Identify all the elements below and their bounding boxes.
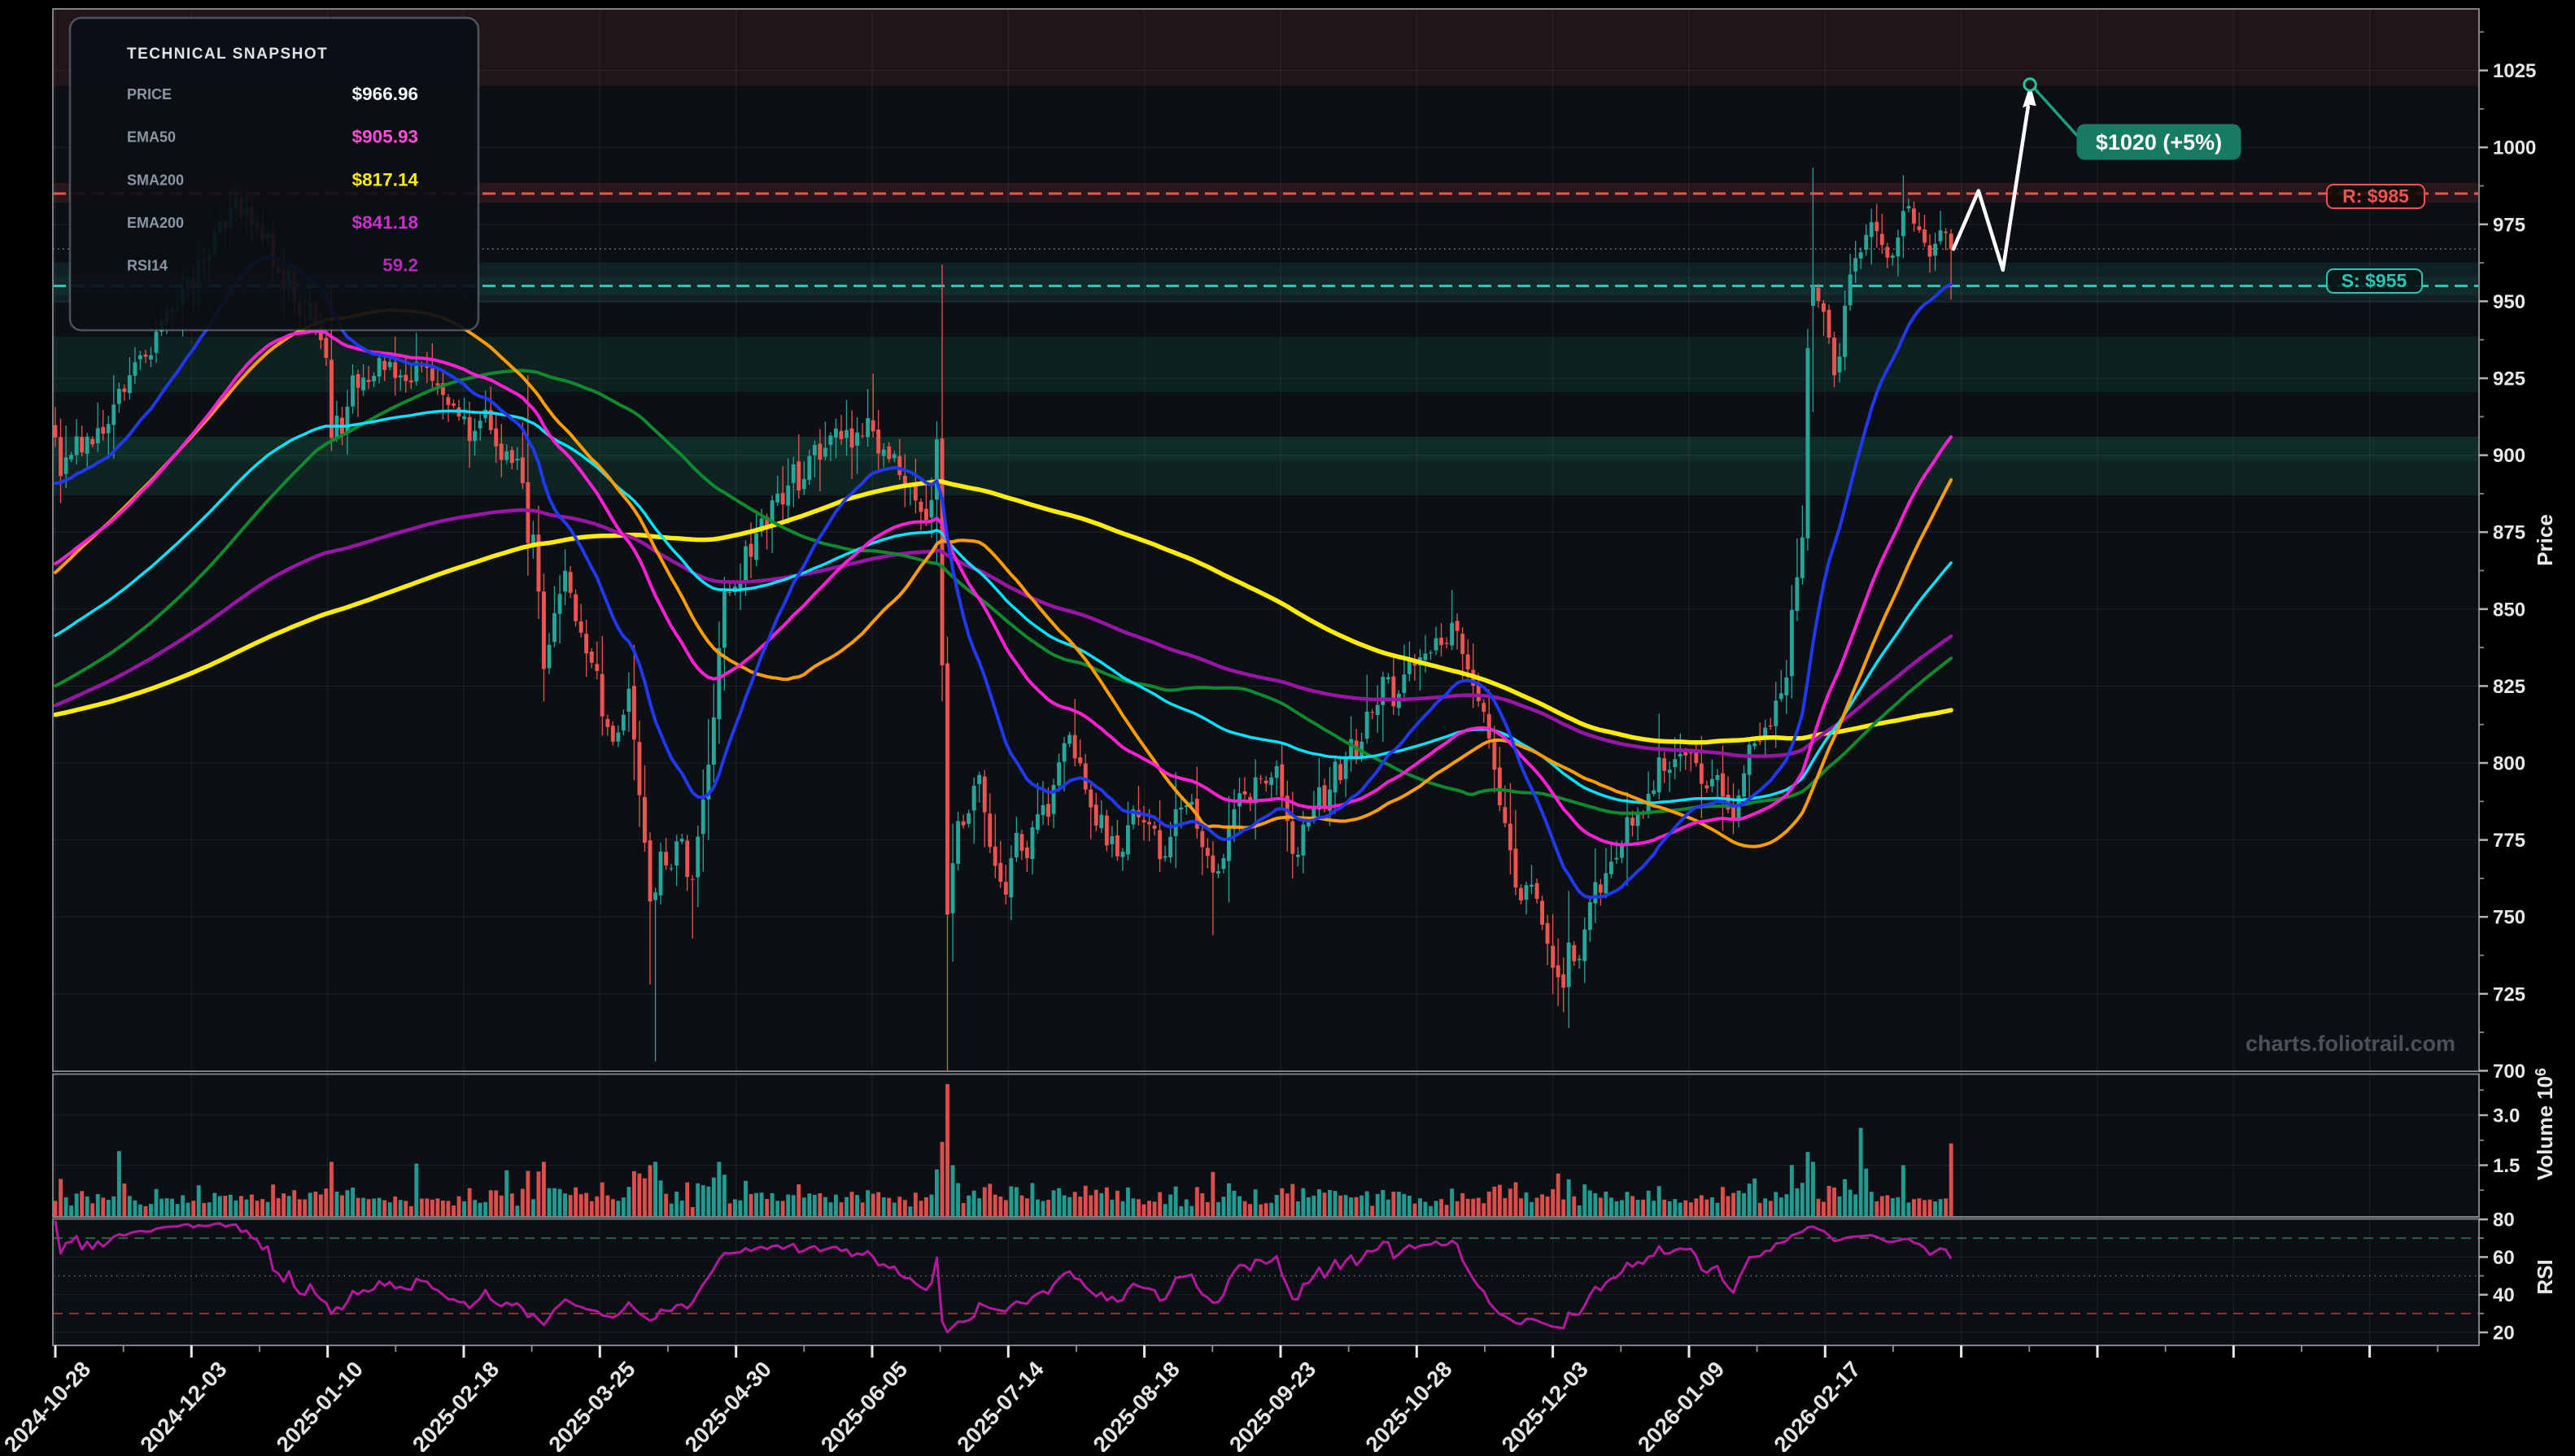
svg-text:charts.foliotrail.com: charts.foliotrail.com [2245, 1031, 2455, 1056]
svg-text:Price: Price [2533, 514, 2557, 566]
svg-text:700: 700 [2493, 1061, 2525, 1083]
svg-text:EMA50: EMA50 [127, 129, 176, 146]
svg-text:975: 975 [2493, 214, 2525, 236]
svg-text:R: $985: R: $985 [2342, 185, 2409, 207]
svg-text:RSI: RSI [2533, 1259, 2557, 1294]
svg-text:60: 60 [2493, 1247, 2515, 1269]
svg-text:EMA200: EMA200 [127, 215, 184, 231]
svg-text:RSI14: RSI14 [127, 258, 168, 274]
svg-text:SMA200: SMA200 [127, 172, 184, 189]
svg-text:875: 875 [2493, 522, 2525, 544]
svg-text:80: 80 [2493, 1210, 2515, 1231]
svg-text:TECHNICAL SNAPSHOT: TECHNICAL SNAPSHOT [127, 46, 328, 63]
svg-text:900: 900 [2493, 445, 2525, 467]
svg-text:Volume 106: Volume 106 [2533, 1068, 2557, 1180]
svg-text:$905.93: $905.93 [352, 127, 418, 147]
svg-text:59.2: 59.2 [382, 255, 418, 276]
svg-text:S: $955: S: $955 [2342, 270, 2407, 291]
svg-text:3.0: 3.0 [2493, 1105, 2520, 1127]
svg-text:$1020 (+5%): $1020 (+5%) [2096, 130, 2222, 155]
svg-text:$841.18: $841.18 [352, 212, 418, 233]
svg-text:1000: 1000 [2493, 137, 2536, 159]
svg-text:$817.14: $817.14 [352, 170, 419, 190]
svg-text:$966.96: $966.96 [352, 84, 418, 104]
svg-text:800: 800 [2493, 753, 2525, 775]
svg-text:750: 750 [2493, 907, 2525, 929]
svg-text:950: 950 [2493, 291, 2525, 313]
svg-text:725: 725 [2493, 983, 2525, 1005]
svg-text:825: 825 [2493, 676, 2525, 698]
svg-text:1025: 1025 [2493, 60, 2536, 82]
svg-text:40: 40 [2493, 1284, 2515, 1306]
svg-text:925: 925 [2493, 368, 2525, 390]
svg-text:20: 20 [2493, 1323, 2515, 1345]
svg-text:PRICE: PRICE [127, 86, 172, 102]
svg-text:1.5: 1.5 [2493, 1155, 2520, 1177]
svg-text:850: 850 [2493, 599, 2525, 621]
svg-text:775: 775 [2493, 830, 2525, 852]
